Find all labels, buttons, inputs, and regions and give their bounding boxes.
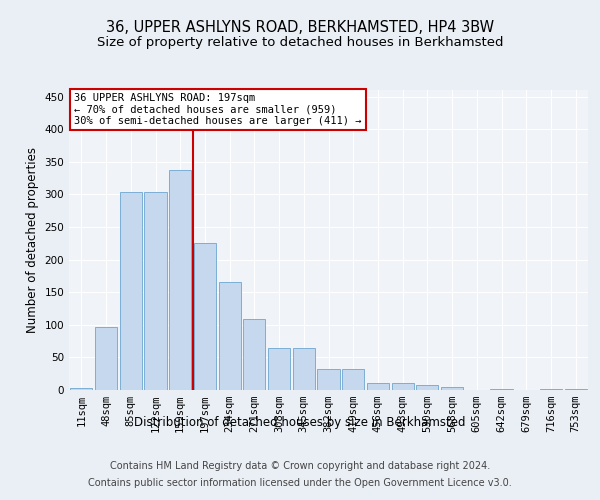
Bar	[540, 388, 562, 390]
Bar	[490, 388, 512, 390]
Text: 36 UPPER ASHLYNS ROAD: 197sqm
← 70% of detached houses are smaller (959)
30% of : 36 UPPER ASHLYNS ROAD: 197sqm ← 70% of d…	[74, 93, 362, 126]
Text: Contains HM Land Registry data © Crown copyright and database right 2024.: Contains HM Land Registry data © Crown c…	[110, 461, 490, 471]
Bar	[70, 388, 92, 390]
Bar	[145, 192, 167, 390]
Bar	[243, 319, 265, 390]
Bar	[317, 369, 340, 390]
Bar	[119, 192, 142, 390]
Bar	[416, 386, 439, 390]
Bar	[293, 348, 315, 390]
Bar	[95, 326, 117, 390]
Bar	[392, 383, 414, 390]
Text: Contains public sector information licensed under the Open Government Licence v3: Contains public sector information licen…	[88, 478, 512, 488]
Bar	[194, 244, 216, 390]
Text: 36, UPPER ASHLYNS ROAD, BERKHAMSTED, HP4 3BW: 36, UPPER ASHLYNS ROAD, BERKHAMSTED, HP4…	[106, 20, 494, 35]
Bar	[441, 386, 463, 390]
Bar	[367, 383, 389, 390]
Bar	[218, 282, 241, 390]
Text: Distribution of detached houses by size in Berkhamsted: Distribution of detached houses by size …	[134, 416, 466, 429]
Bar	[268, 348, 290, 390]
Text: Size of property relative to detached houses in Berkhamsted: Size of property relative to detached ho…	[97, 36, 503, 49]
Bar	[169, 170, 191, 390]
Y-axis label: Number of detached properties: Number of detached properties	[26, 147, 39, 333]
Bar	[342, 369, 364, 390]
